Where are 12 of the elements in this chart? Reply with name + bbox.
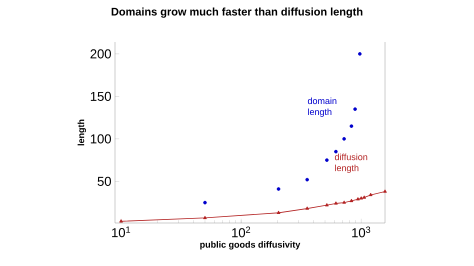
text: diffusion length xyxy=(334,154,368,173)
y-tick-label: 50 xyxy=(98,176,111,186)
x-axis-title: public goods diffusivity xyxy=(200,241,300,250)
x-tick-label: 10$^{1}$ xyxy=(112,226,130,238)
series-label: domain length xyxy=(308,98,336,117)
x-tick-label: 10$^{3}$ xyxy=(352,226,370,238)
y-tick-label: 200 xyxy=(90,49,111,58)
y-tick-label: 150 xyxy=(90,92,111,101)
chart-title: Domains grow much faster than diffusion length xyxy=(112,8,362,18)
x-tick-label: 10$^{2}$ xyxy=(232,226,250,238)
y-tick-label: 100 xyxy=(90,134,111,144)
y-axis-title: length xyxy=(78,120,86,146)
